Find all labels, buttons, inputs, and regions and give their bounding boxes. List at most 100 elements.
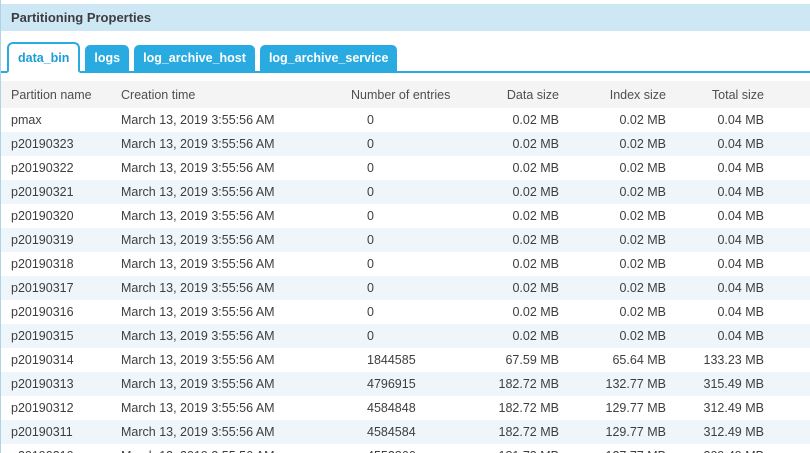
cell-creation-time: March 13, 2019 3:55:56 AM xyxy=(113,348,343,372)
cell-partition-name: p20190321 xyxy=(1,180,113,204)
cell-total-size: 0.04 MB xyxy=(688,276,810,300)
cell-data-size: 0.02 MB xyxy=(468,228,583,252)
table-row[interactable]: p20190319March 13, 2019 3:55:56 AM00.02 … xyxy=(1,228,810,252)
cell-total-size: 0.04 MB xyxy=(688,108,810,132)
table-row[interactable]: p20190311March 13, 2019 3:55:56 AM458458… xyxy=(1,420,810,444)
cell-partition-name: p20190316 xyxy=(1,300,113,324)
cell-data-size: 0.02 MB xyxy=(468,276,583,300)
column-header-index-size: Index size xyxy=(583,81,688,108)
cell-number-of-entries: 0 xyxy=(343,324,468,348)
cell-index-size: 129.77 MB xyxy=(583,420,688,444)
column-header-number-of-entries: Number of entries xyxy=(343,81,468,108)
cell-total-size: 312.49 MB xyxy=(688,420,810,444)
cell-number-of-entries: 0 xyxy=(343,108,468,132)
cell-data-size: 0.02 MB xyxy=(468,300,583,324)
table-row[interactable]: p20190315March 13, 2019 3:55:56 AM00.02 … xyxy=(1,324,810,348)
cell-index-size: 0.02 MB xyxy=(583,324,688,348)
cell-creation-time: March 13, 2019 3:55:56 AM xyxy=(113,204,343,228)
cell-index-size: 0.02 MB xyxy=(583,228,688,252)
cell-creation-time: March 13, 2019 3:55:56 AM xyxy=(113,396,343,420)
table-row[interactable]: pmaxMarch 13, 2019 3:55:56 AM00.02 MB0.0… xyxy=(1,108,810,132)
cell-partition-name: p20190312 xyxy=(1,396,113,420)
cell-data-size: 0.02 MB xyxy=(468,108,583,132)
cell-partition-name: p20190320 xyxy=(1,204,113,228)
cell-index-size: 0.02 MB xyxy=(583,276,688,300)
table-row[interactable]: p20190317March 13, 2019 3:55:56 AM00.02 … xyxy=(1,276,810,300)
cell-index-size: 65.64 MB xyxy=(583,348,688,372)
cell-total-size: 0.04 MB xyxy=(688,324,810,348)
cell-index-size: 0.02 MB xyxy=(583,180,688,204)
cell-creation-time: March 13, 2019 3:55:56 AM xyxy=(113,420,343,444)
table-row[interactable]: p20190320March 13, 2019 3:55:56 AM00.02 … xyxy=(1,204,810,228)
cell-total-size: 315.49 MB xyxy=(688,372,810,396)
tab-bar: data_binlogslog_archive_hostlog_archive_… xyxy=(1,42,810,73)
cell-index-size: 129.77 MB xyxy=(583,396,688,420)
cell-partition-name: p20190322 xyxy=(1,156,113,180)
cell-partition-name: p20190313 xyxy=(1,372,113,396)
cell-creation-time: March 13, 2019 3:55:56 AM xyxy=(113,324,343,348)
column-header-creation-time: Creation time xyxy=(113,81,343,108)
table-row[interactable]: p20190316March 13, 2019 3:55:56 AM00.02 … xyxy=(1,300,810,324)
cell-partition-name: p20190314 xyxy=(1,348,113,372)
cell-data-size: 0.02 MB xyxy=(468,252,583,276)
cell-number-of-entries: 4552866 xyxy=(343,444,468,453)
cell-total-size: 0.04 MB xyxy=(688,156,810,180)
cell-data-size: 182.72 MB xyxy=(468,372,583,396)
cell-total-size: 309.49 MB xyxy=(688,444,810,453)
tab-logs[interactable]: logs xyxy=(85,45,129,71)
table-row[interactable]: p20190323March 13, 2019 3:55:56 AM00.02 … xyxy=(1,132,810,156)
cell-data-size: 0.02 MB xyxy=(468,204,583,228)
cell-index-size: 0.02 MB xyxy=(583,204,688,228)
column-header-partition-name: Partition name xyxy=(1,81,113,108)
cell-number-of-entries: 0 xyxy=(343,276,468,300)
cell-number-of-entries: 4796915 xyxy=(343,372,468,396)
tab-log-archive-host[interactable]: log_archive_host xyxy=(134,45,255,71)
partition-table: Partition nameCreation timeNumber of ent… xyxy=(1,81,810,453)
cell-index-size: 0.02 MB xyxy=(583,300,688,324)
cell-number-of-entries: 0 xyxy=(343,156,468,180)
cell-index-size: 0.02 MB xyxy=(583,252,688,276)
cell-total-size: 0.04 MB xyxy=(688,252,810,276)
cell-partition-name: p20190317 xyxy=(1,276,113,300)
cell-number-of-entries: 4584584 xyxy=(343,420,468,444)
cell-data-size: 0.02 MB xyxy=(468,156,583,180)
cell-data-size: 67.59 MB xyxy=(468,348,583,372)
cell-creation-time: March 13, 2019 3:55:56 AM xyxy=(113,108,343,132)
table-header-row: Partition nameCreation timeNumber of ent… xyxy=(1,81,810,108)
table-row[interactable]: p20190314March 13, 2019 3:55:56 AM184458… xyxy=(1,348,810,372)
partitioning-properties-panel: Partitioning Properties data_binlogslog_… xyxy=(0,0,810,453)
table-row[interactable]: p20190318March 13, 2019 3:55:56 AM00.02 … xyxy=(1,252,810,276)
cell-creation-time: March 13, 2019 3:55:56 AM xyxy=(113,252,343,276)
cell-data-size: 182.72 MB xyxy=(468,420,583,444)
cell-total-size: 312.49 MB xyxy=(688,396,810,420)
tab-data-bin[interactable]: data_bin xyxy=(7,42,80,73)
tab-log-archive-service[interactable]: log_archive_service xyxy=(260,45,398,71)
cell-partition-name: pmax xyxy=(1,108,113,132)
cell-total-size: 0.04 MB xyxy=(688,228,810,252)
cell-creation-time: March 13, 2019 3:55:56 AM xyxy=(113,300,343,324)
table-row[interactable]: p20190322March 13, 2019 3:55:56 AM00.02 … xyxy=(1,156,810,180)
cell-index-size: 0.02 MB xyxy=(583,108,688,132)
cell-number-of-entries: 0 xyxy=(343,300,468,324)
table-row[interactable]: p20190312March 13, 2019 3:55:56 AM458484… xyxy=(1,396,810,420)
cell-number-of-entries: 0 xyxy=(343,252,468,276)
cell-total-size: 133.23 MB xyxy=(688,348,810,372)
cell-data-size: 0.02 MB xyxy=(468,132,583,156)
panel-title-bar: Partitioning Properties xyxy=(1,4,810,31)
column-header-data-size: Data size xyxy=(468,81,583,108)
cell-total-size: 0.04 MB xyxy=(688,132,810,156)
cell-total-size: 0.04 MB xyxy=(688,300,810,324)
cell-total-size: 0.04 MB xyxy=(688,180,810,204)
cell-data-size: 0.02 MB xyxy=(468,180,583,204)
cell-partition-name: p20190319 xyxy=(1,228,113,252)
table-row[interactable]: p20190313March 13, 2019 3:55:56 AM479691… xyxy=(1,372,810,396)
table-row[interactable]: p20190321March 13, 2019 3:55:56 AM00.02 … xyxy=(1,180,810,204)
cell-creation-time: March 13, 2019 3:55:56 AM xyxy=(113,276,343,300)
partition-table-wrap: Partition nameCreation timeNumber of ent… xyxy=(1,81,810,453)
column-header-total-size: Total size xyxy=(688,81,810,108)
panel-title: Partitioning Properties xyxy=(11,10,151,25)
cell-creation-time: March 13, 2019 3:55:56 AM xyxy=(113,372,343,396)
cell-index-size: 132.77 MB xyxy=(583,372,688,396)
cell-partition-name: p20190311 xyxy=(1,420,113,444)
table-row[interactable]: p20190310March 13, 2019 3:55:56 AM455286… xyxy=(1,444,810,453)
